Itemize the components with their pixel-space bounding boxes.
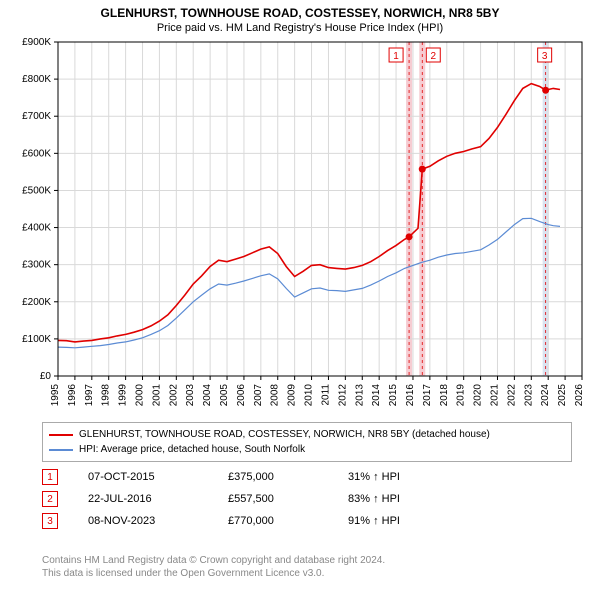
chart-title: GLENHURST, TOWNHOUSE ROAD, COSTESSEY, NO… bbox=[0, 0, 600, 22]
svg-text:2016: 2016 bbox=[405, 383, 416, 406]
transaction-pct: 31% ↑ HPI bbox=[348, 471, 468, 483]
svg-text:2006: 2006 bbox=[236, 383, 247, 406]
legend-swatch bbox=[49, 434, 73, 436]
svg-text:1997: 1997 bbox=[84, 383, 95, 406]
svg-text:2008: 2008 bbox=[270, 383, 281, 406]
transaction-price: £557,500 bbox=[228, 493, 348, 505]
svg-text:2026: 2026 bbox=[574, 383, 585, 406]
page-root: { "header": { "title": "GLENHURST, TOWNH… bbox=[0, 0, 600, 590]
svg-text:3: 3 bbox=[542, 51, 548, 62]
legend-label: GLENHURST, TOWNHOUSE ROAD, COSTESSEY, NO… bbox=[79, 427, 490, 442]
svg-text:£700K: £700K bbox=[22, 111, 51, 122]
transaction-row: 3 08-NOV-2023£770,00091% ↑ HPI bbox=[42, 510, 468, 532]
footer-line-1: Contains HM Land Registry data © Crown c… bbox=[42, 554, 385, 567]
transaction-badge: 3 bbox=[42, 513, 58, 529]
svg-text:2025: 2025 bbox=[557, 383, 568, 406]
transaction-date: 08-NOV-2023 bbox=[88, 515, 228, 527]
svg-text:1998: 1998 bbox=[101, 383, 112, 406]
transaction-badge: 1 bbox=[42, 469, 58, 485]
svg-text:2018: 2018 bbox=[439, 383, 450, 406]
svg-text:£400K: £400K bbox=[22, 222, 51, 233]
legend-item: HPI: Average price, detached house, Sout… bbox=[49, 442, 565, 457]
svg-text:£600K: £600K bbox=[22, 148, 51, 159]
transaction-date: 07-OCT-2015 bbox=[88, 471, 228, 483]
svg-text:1996: 1996 bbox=[67, 383, 78, 406]
svg-text:2005: 2005 bbox=[219, 383, 230, 406]
footer-line-2: This data is licensed under the Open Gov… bbox=[42, 567, 385, 580]
svg-text:2004: 2004 bbox=[202, 383, 213, 406]
footer-attribution: Contains HM Land Registry data © Crown c… bbox=[42, 554, 385, 580]
svg-text:£0: £0 bbox=[40, 371, 52, 382]
transaction-row: 1 07-OCT-2015£375,00031% ↑ HPI bbox=[42, 466, 468, 488]
svg-text:2019: 2019 bbox=[456, 383, 467, 406]
svg-text:2023: 2023 bbox=[523, 383, 534, 406]
svg-text:£900K: £900K bbox=[22, 38, 51, 48]
svg-text:£500K: £500K bbox=[22, 185, 51, 196]
svg-text:1995: 1995 bbox=[50, 383, 61, 406]
svg-text:2022: 2022 bbox=[506, 383, 517, 406]
svg-text:2011: 2011 bbox=[320, 383, 331, 405]
svg-text:2009: 2009 bbox=[287, 383, 298, 406]
svg-text:2002: 2002 bbox=[168, 383, 179, 406]
svg-text:2013: 2013 bbox=[354, 383, 365, 406]
svg-text:2015: 2015 bbox=[388, 383, 399, 406]
transaction-pct: 91% ↑ HPI bbox=[348, 515, 468, 527]
svg-text:£100K: £100K bbox=[22, 333, 51, 344]
line-chart: £0 £100K £200K £300K £400K £500K £600K £700K £80… bbox=[0, 38, 600, 418]
svg-text:2014: 2014 bbox=[371, 383, 382, 406]
svg-text:£300K: £300K bbox=[22, 259, 51, 270]
chart-area: £0 £100K £200K £300K £400K £500K £600K £700K £80… bbox=[0, 38, 600, 418]
svg-text:2020: 2020 bbox=[473, 383, 484, 406]
chart-subtitle: Price paid vs. HM Land Registry's House … bbox=[0, 22, 600, 38]
transaction-date: 22-JUL-2016 bbox=[88, 493, 228, 505]
svg-text:2024: 2024 bbox=[540, 383, 551, 406]
transaction-price: £770,000 bbox=[228, 515, 348, 527]
svg-text:£200K: £200K bbox=[22, 296, 51, 307]
svg-text:2021: 2021 bbox=[489, 383, 500, 406]
transaction-badge: 2 bbox=[42, 491, 58, 507]
legend-swatch bbox=[49, 449, 73, 451]
transaction-pct: 83% ↑ HPI bbox=[348, 493, 468, 505]
svg-text:2001: 2001 bbox=[151, 383, 162, 406]
svg-text:2003: 2003 bbox=[185, 383, 196, 406]
legend: GLENHURST, TOWNHOUSE ROAD, COSTESSEY, NO… bbox=[42, 422, 572, 462]
transaction-row: 2 22-JUL-2016£557,50083% ↑ HPI bbox=[42, 488, 468, 510]
legend-label: HPI: Average price, detached house, Sout… bbox=[79, 442, 305, 457]
svg-text:2017: 2017 bbox=[422, 383, 433, 406]
transaction-table: 1 07-OCT-2015£375,00031% ↑ HPI 2 22-JUL-201… bbox=[42, 466, 468, 532]
legend-item: GLENHURST, TOWNHOUSE ROAD, COSTESSEY, NO… bbox=[49, 427, 565, 442]
transaction-price: £375,000 bbox=[228, 471, 348, 483]
svg-text:1: 1 bbox=[393, 51, 399, 62]
svg-text:1999: 1999 bbox=[118, 383, 129, 406]
svg-text:2: 2 bbox=[430, 51, 436, 62]
svg-text:£800K: £800K bbox=[22, 74, 51, 85]
svg-text:2007: 2007 bbox=[253, 383, 264, 406]
svg-text:2010: 2010 bbox=[304, 383, 315, 406]
svg-text:2000: 2000 bbox=[135, 383, 146, 406]
svg-text:2012: 2012 bbox=[337, 383, 348, 406]
